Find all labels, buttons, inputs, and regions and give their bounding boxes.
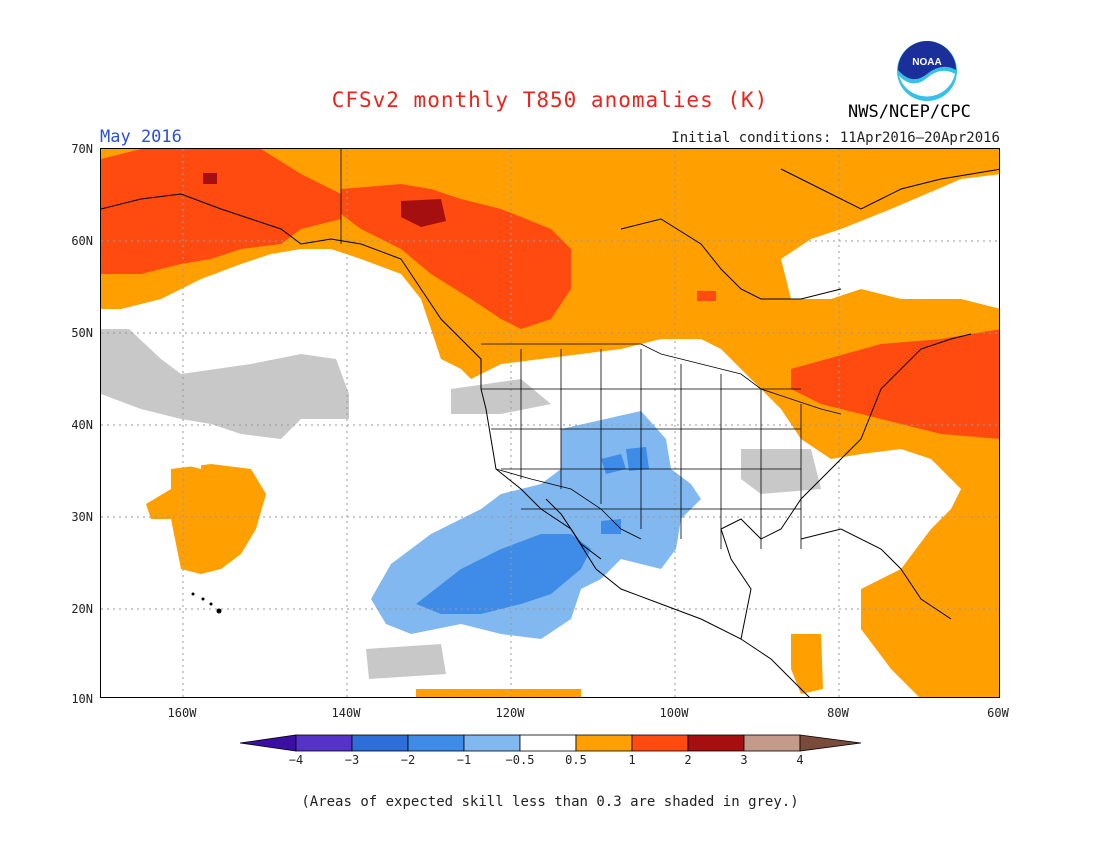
lon-label: 100W [659, 706, 689, 720]
valid-month: May 2016 [100, 127, 182, 147]
initial-conditions: Initial conditions: 11Apr2016–20Apr2016 [671, 130, 1000, 146]
colorbar-bin [687, 734, 745, 752]
agency-label: NWS/NCEP/CPC [848, 102, 971, 122]
colorbar-max-arrow [799, 734, 862, 752]
lon-label: 60W [987, 706, 1009, 720]
map-gridlines [101, 149, 999, 697]
coastlines [101, 168, 999, 697]
lon-label: 120W [495, 706, 525, 720]
negative-anomaly-moderate [416, 447, 649, 614]
positive-anomaly-moderate [101, 149, 999, 697]
chart-title: CFSv2 monthly T850 anomalies (K) [331, 88, 769, 112]
political-borders [340, 149, 842, 549]
colorbar-bin [519, 734, 577, 752]
colorbar-label: 0.5 [565, 753, 587, 767]
colorbar-bin [743, 734, 801, 752]
lon-label: 160W [167, 706, 197, 720]
colorbar-label: 4 [796, 753, 804, 767]
colorbar-bin [407, 734, 465, 752]
colorbar-label: −0.5 [505, 753, 535, 767]
colorbar-label: −2 [400, 753, 416, 767]
white-gap [181, 444, 201, 469]
lat-label: 70N [71, 142, 93, 156]
lat-label: 30N [71, 510, 93, 524]
lat-label: 10N [71, 692, 93, 706]
skill-note: (Areas of expected skill less than 0.3 a… [301, 794, 799, 810]
colorbar-bin [351, 734, 409, 752]
colorbar-min-arrow [240, 734, 297, 752]
colorbar-label: 2 [684, 753, 692, 767]
colorbar-bin [463, 734, 521, 752]
colorbar-label: 1 [628, 753, 636, 767]
colorbar-label: −3 [344, 753, 360, 767]
hawaii-islands [191, 592, 222, 614]
map-canvas [101, 149, 999, 697]
colorbar-bin [575, 734, 633, 752]
positive-anomaly-very-strong [203, 173, 446, 227]
positive-anomaly-strong [101, 149, 999, 439]
lat-label: 50N [71, 326, 93, 340]
colorbar-bin [631, 734, 689, 752]
logo-text: NOAA [912, 57, 941, 68]
lat-label: 40N [71, 418, 93, 432]
lon-label: 140W [331, 706, 361, 720]
colorbar-label: −4 [288, 753, 304, 767]
noaa-logo: NOAA [897, 41, 957, 101]
colorbar [240, 734, 862, 752]
colorbar-label: −1 [456, 753, 472, 767]
lat-label: 20N [71, 602, 93, 616]
colorbar-label: 3 [740, 753, 748, 767]
lon-label: 80W [827, 706, 849, 720]
colorbar-bin [295, 734, 353, 752]
anomaly-map [100, 148, 1000, 698]
lat-label: 60N [71, 234, 93, 248]
